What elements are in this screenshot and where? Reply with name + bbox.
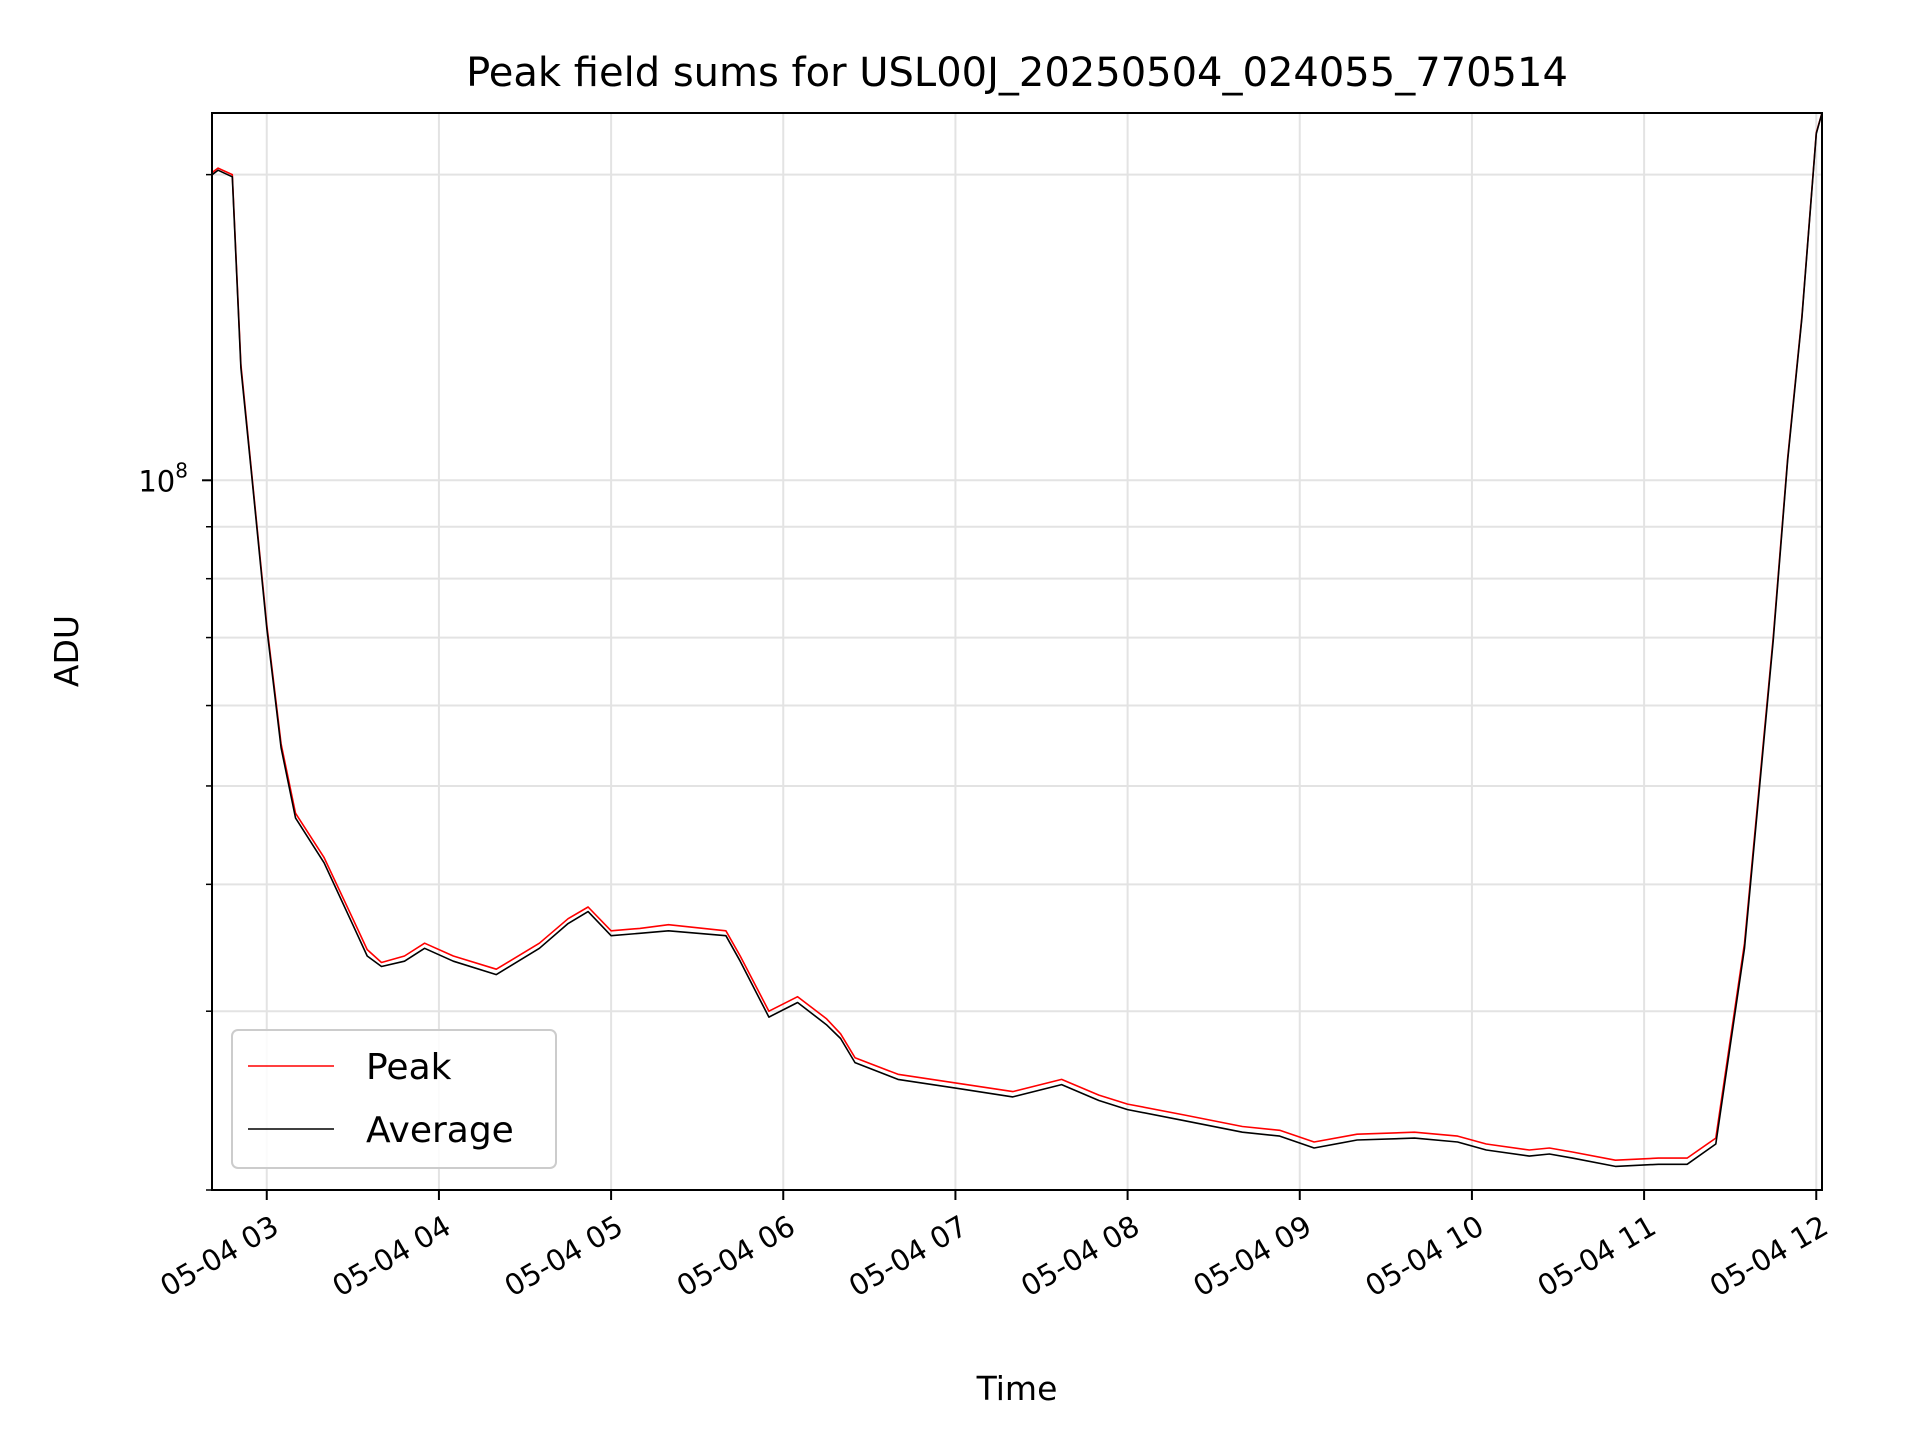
- y-tick-label: 108: [138, 458, 188, 498]
- series-line-peak: [212, 113, 1822, 1161]
- legend-label-average: Average: [366, 1110, 514, 1151]
- legend-label-peak: Peak: [366, 1047, 452, 1088]
- series-layer: [212, 113, 1822, 1168]
- y-axis-label: ADU: [47, 615, 86, 687]
- plot-frame: [211, 112, 1823, 1191]
- legend: Peak Average: [231, 1029, 557, 1169]
- x-axis-label: Time: [976, 1369, 1058, 1408]
- series-line-average: [212, 113, 1822, 1168]
- chart-title: Peak field sums for USL00J_20250504_0240…: [466, 50, 1568, 96]
- legend-box: [231, 1029, 557, 1169]
- y-axis: 108: [138, 173, 212, 1191]
